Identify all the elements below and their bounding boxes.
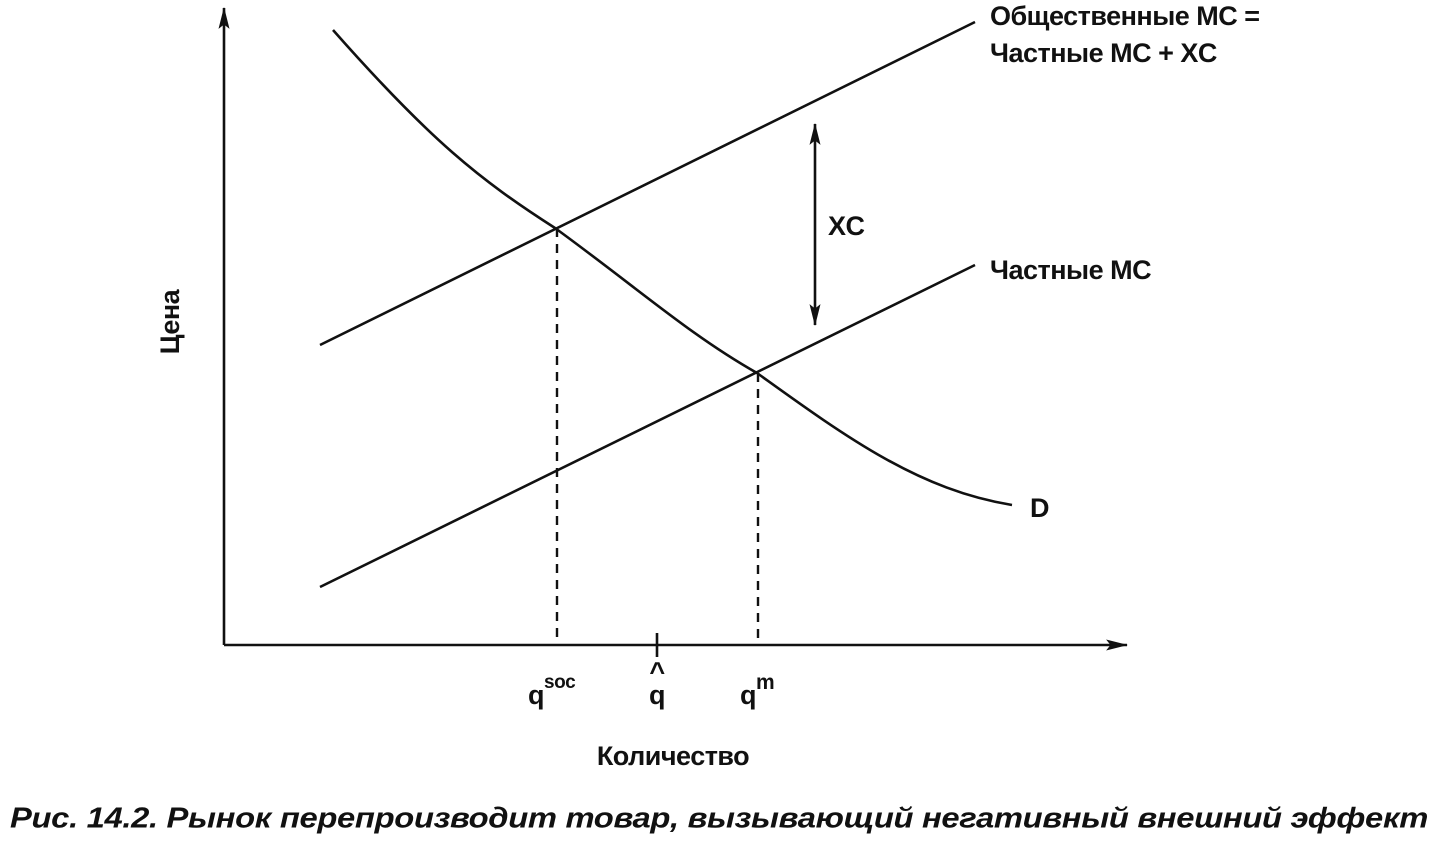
q-base: q — [740, 680, 756, 710]
y-axis-label: Цена — [155, 288, 185, 354]
demand-label: D — [1030, 493, 1049, 523]
x-axis-label: Количество — [597, 741, 749, 771]
q-base: q — [528, 680, 544, 710]
social-mc-label: Частные MC + XC — [990, 38, 1217, 68]
demand-curve — [332, 29, 1013, 507]
q-hat-base: q — [649, 680, 665, 710]
q-superscript: soc — [544, 672, 576, 693]
q-hat-accent: ^ — [649, 657, 665, 687]
caption: Рис. 14.2. Рынок перепроизводит товар, в… — [10, 803, 1428, 835]
q-superscript: m — [756, 671, 774, 694]
social-mc-label: Общественные MC = — [990, 1, 1260, 31]
q-soc-label: qsoc — [528, 672, 576, 710]
xc-label: XC — [828, 211, 865, 241]
private-mc-label: Частные MC — [990, 255, 1151, 285]
q-m-label: qm — [740, 671, 774, 711]
social-mc-line — [319, 20, 976, 347]
private-mc-line — [319, 263, 976, 589]
